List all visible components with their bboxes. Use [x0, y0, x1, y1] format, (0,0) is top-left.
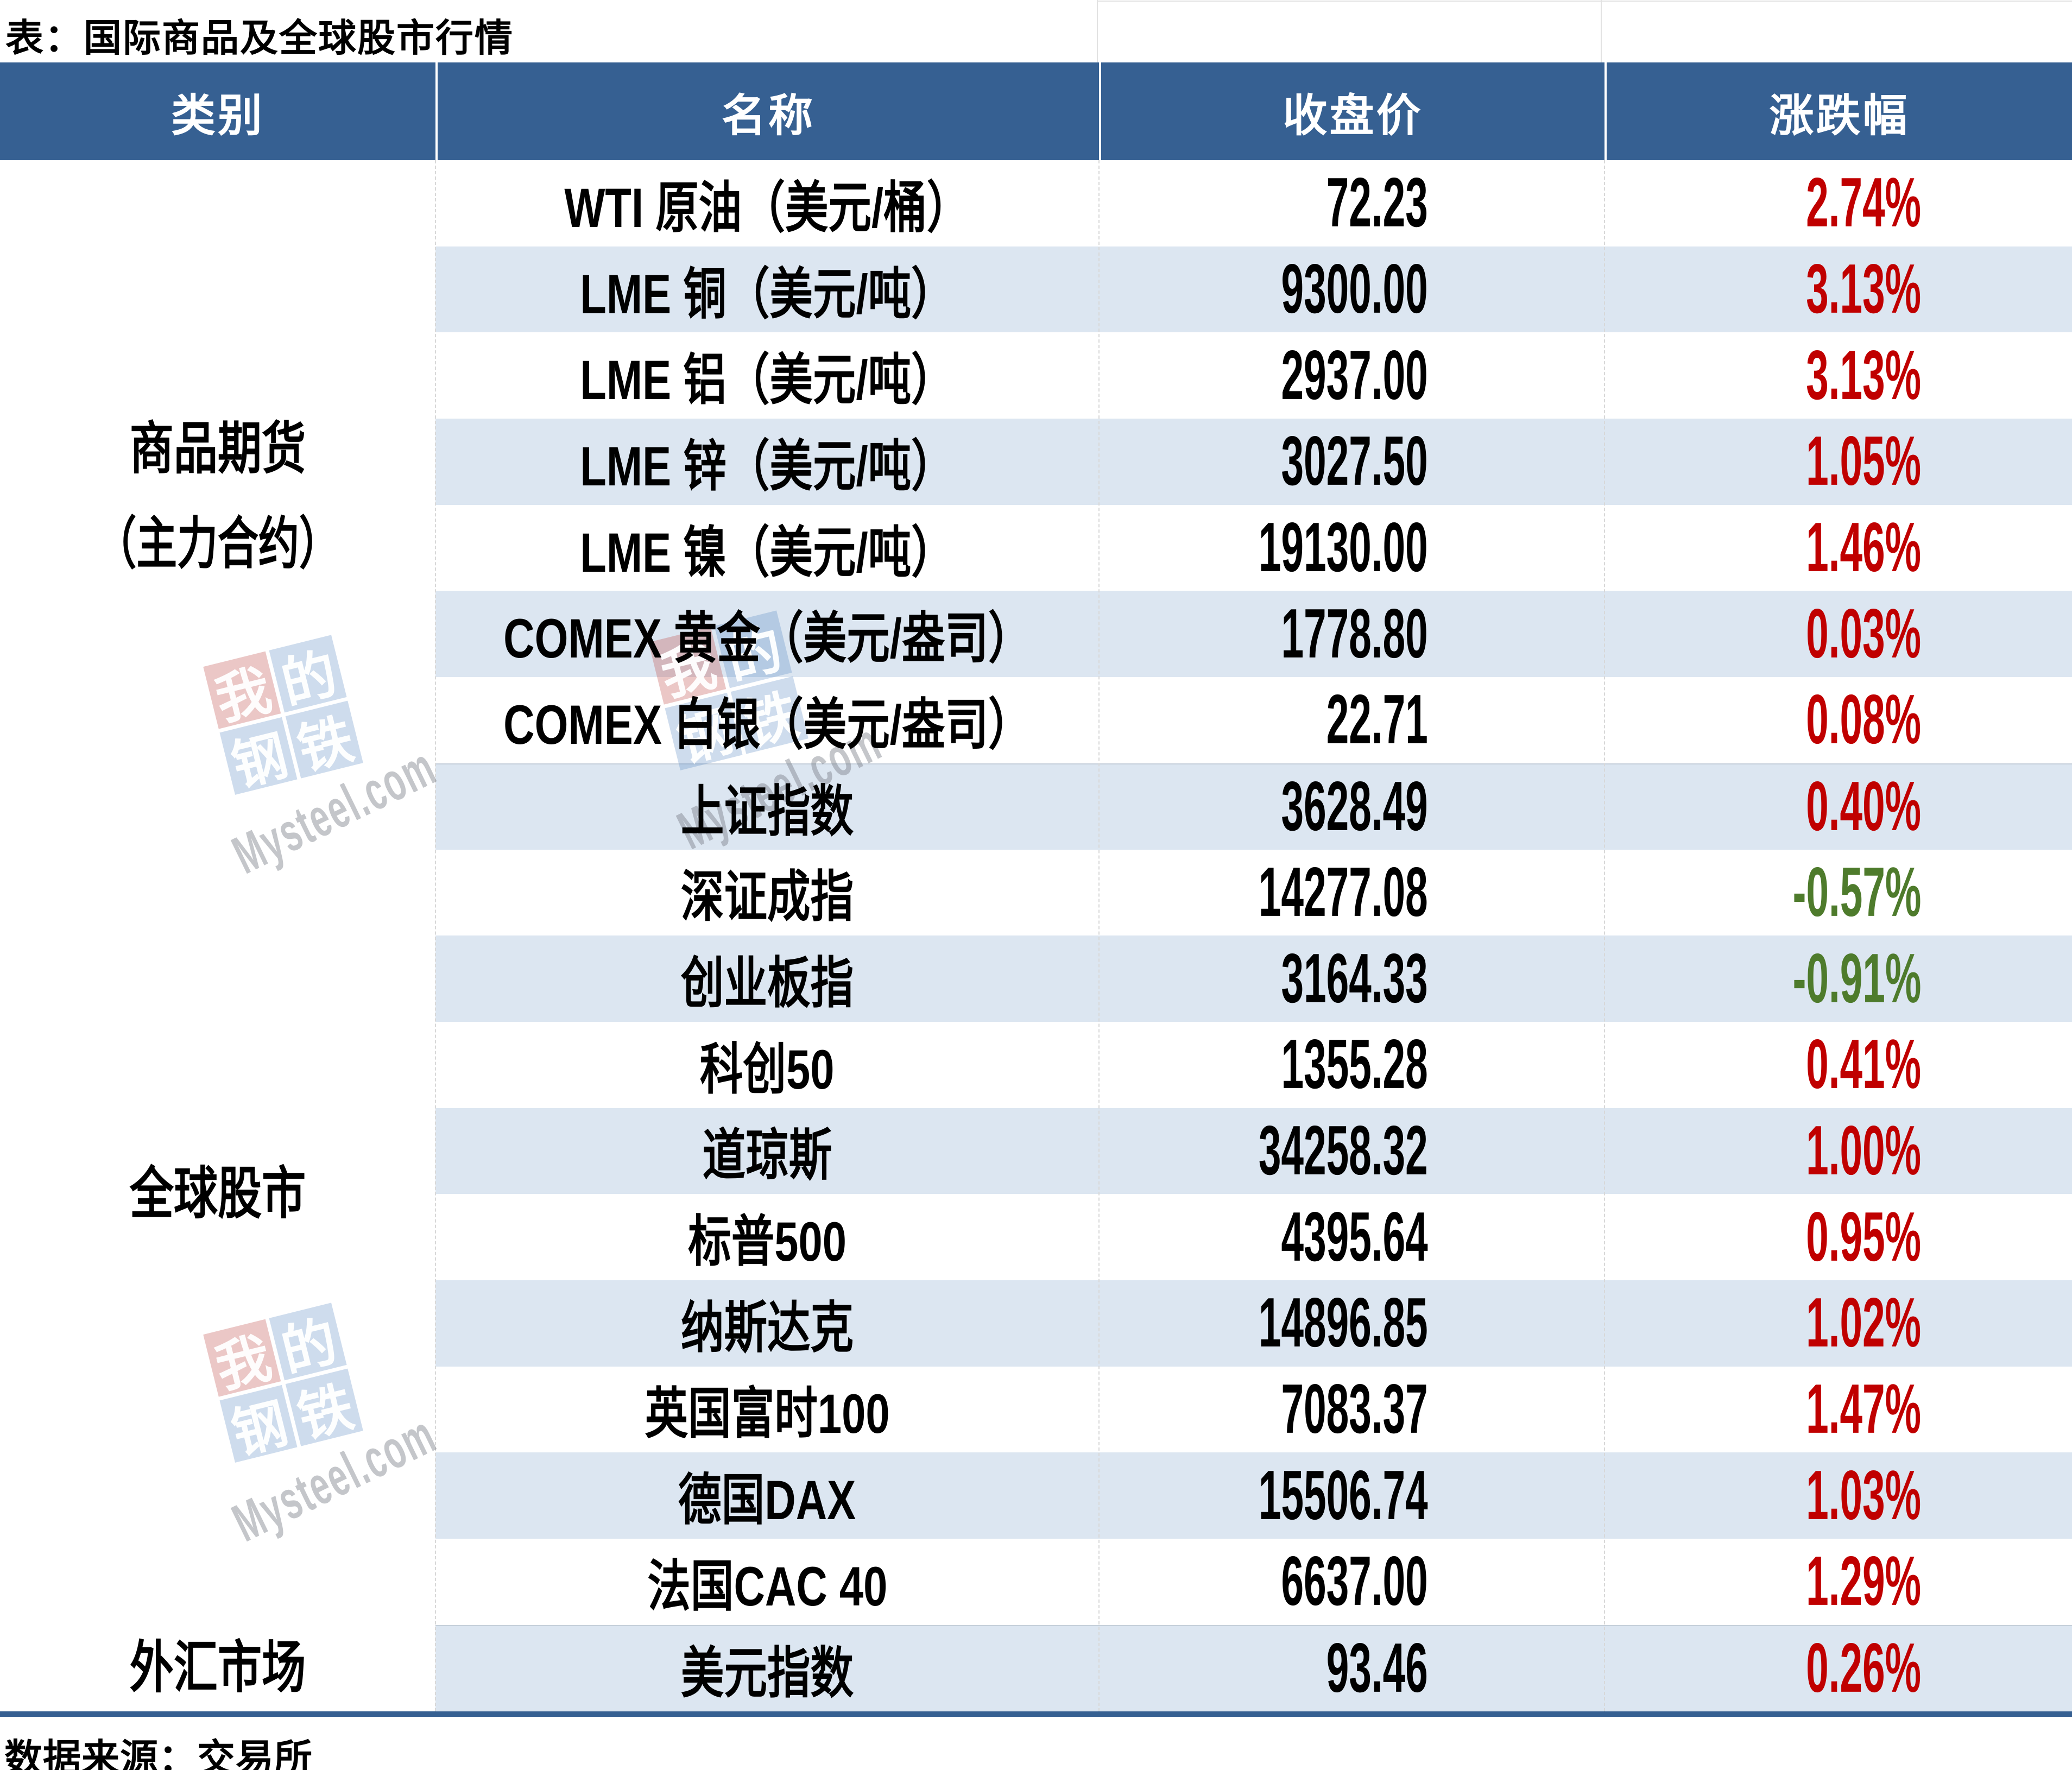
- table-row-change: 0.08%: [1806, 680, 1921, 759]
- column-header-category: 类别: [0, 62, 435, 160]
- column-gridline-3: [1604, 160, 1605, 1711]
- column-header-change: 涨跌幅: [1604, 62, 2072, 160]
- table-row-close: 9300.00: [1099, 246, 1604, 333]
- table-row-change: 2.74%: [1806, 163, 1921, 242]
- table-row-name: 英国富时100: [645, 1383, 890, 1445]
- table-row-change: 1.46%: [1806, 508, 1921, 586]
- column-header-close: 收盘价: [1099, 62, 1604, 160]
- table-row-change: 1.03%: [1604, 1452, 2072, 1539]
- table-row-close: 7083.37: [1281, 1370, 1428, 1448]
- table-row-name: 法国CAC 40: [647, 1555, 888, 1617]
- table-row-name: 纳斯达克: [435, 1280, 1099, 1367]
- table-row-close: 6637.00: [1281, 1542, 1428, 1621]
- column-gridline-2: [1098, 160, 1100, 1711]
- table-row-name: 科创50: [700, 1038, 835, 1101]
- table-row-close: 19130.00: [1259, 508, 1428, 586]
- table-row-change: 3.13%: [1604, 246, 2072, 333]
- table-row-close: 4395.64: [1281, 1198, 1428, 1276]
- table-header-row: 类别 名称 收盘价 涨跌幅: [0, 62, 2072, 160]
- table-row-name: 创业板指: [435, 935, 1099, 1022]
- table-row-close: 93.46: [1099, 1624, 1604, 1711]
- category-label: 外汇市场: [129, 1636, 306, 1699]
- table-row-change: 0.41%: [1806, 1025, 1921, 1104]
- table-row-close: 1355.28: [1281, 1025, 1428, 1104]
- category-label-line2: （主力合约）: [96, 513, 340, 576]
- category-cell-commodity-futures: 商品期货 （主力合约）: [0, 160, 435, 763]
- table-row-name: 深证成指: [680, 866, 854, 928]
- table-row-change: 0.03%: [1604, 591, 2072, 678]
- table-body: 商品期货 （主力合约） 全球股市 外汇市场 WTI 原油（美元/桶） 72.23…: [0, 160, 2072, 1711]
- table-row-name: 标普500: [688, 1211, 847, 1273]
- top-horizontal-gridline: [1097, 1, 2072, 2]
- table-row-close: 3628.49: [1099, 763, 1604, 850]
- table-row-change: -0.57%: [1792, 853, 1921, 931]
- table-row-name: 道琼斯: [435, 1108, 1099, 1194]
- category-cell-global-stocks: 全球股市: [0, 763, 435, 1625]
- table-row-close: 72.23: [1326, 163, 1428, 242]
- table-row-change: 0.40%: [1604, 763, 2072, 850]
- table-row-close: 1778.80: [1099, 591, 1604, 678]
- table-row-close: 15506.74: [1099, 1452, 1604, 1539]
- table-row-close: 3027.50: [1099, 419, 1604, 505]
- table-row-change: 1.05%: [1604, 419, 2072, 505]
- table-row-name: COMEX 白银（美元/盎司）: [503, 693, 1032, 756]
- category-label: 商品期货: [129, 418, 306, 481]
- bottom-divider-bar: [0, 1711, 2072, 1717]
- table-row-name: LME 铜（美元/吨）: [435, 246, 1099, 333]
- table-row-change: 1.02%: [1604, 1280, 2072, 1367]
- category-cell-fx-market: 外汇市场: [0, 1624, 435, 1711]
- table-row-close: 34258.32: [1099, 1108, 1604, 1194]
- category-label: 全球股市: [129, 1162, 306, 1225]
- table-row-change: 0.95%: [1806, 1198, 1921, 1276]
- table-row-close: 22.71: [1326, 680, 1428, 759]
- table-row-name: 上证指数: [435, 763, 1099, 850]
- table-row-change: 3.13%: [1806, 336, 1921, 414]
- table-row-change: 1.00%: [1604, 1108, 2072, 1194]
- table-row-name: 德国DAX: [435, 1452, 1099, 1539]
- table-row-change: 1.29%: [1806, 1542, 1921, 1621]
- table-row-close: 2937.00: [1281, 336, 1428, 414]
- table-row-name: LME 镍（美元/吨）: [580, 521, 955, 584]
- table-row-close: 3164.33: [1099, 935, 1604, 1022]
- column-header-name: 名称: [435, 62, 1099, 160]
- table-row-name: LME 锌（美元/吨）: [435, 419, 1099, 505]
- table-title: 表：国际商品及全球股市行情: [5, 17, 514, 59]
- table-row-name: COMEX 黄金（美元/盎司）: [435, 591, 1099, 678]
- table-row-close: 14277.08: [1259, 853, 1428, 931]
- data-source-note: 数据来源：交易所: [4, 1737, 313, 1770]
- top-vertical-gridline-2: [1601, 0, 1602, 62]
- top-vertical-gridline-1: [1097, 0, 1098, 62]
- table-row-close: 14896.85: [1099, 1280, 1604, 1367]
- table-row-change: -0.91%: [1604, 935, 2072, 1022]
- table-row-name: LME 铝（美元/吨）: [580, 349, 955, 412]
- table-row-name: 美元指数: [435, 1624, 1099, 1711]
- table-row-name: WTI 原油（美元/桶）: [564, 176, 970, 239]
- column-gridline-1: [435, 160, 436, 1711]
- table-row-change: 0.26%: [1604, 1624, 2072, 1711]
- table-row-change: 1.47%: [1806, 1370, 1921, 1448]
